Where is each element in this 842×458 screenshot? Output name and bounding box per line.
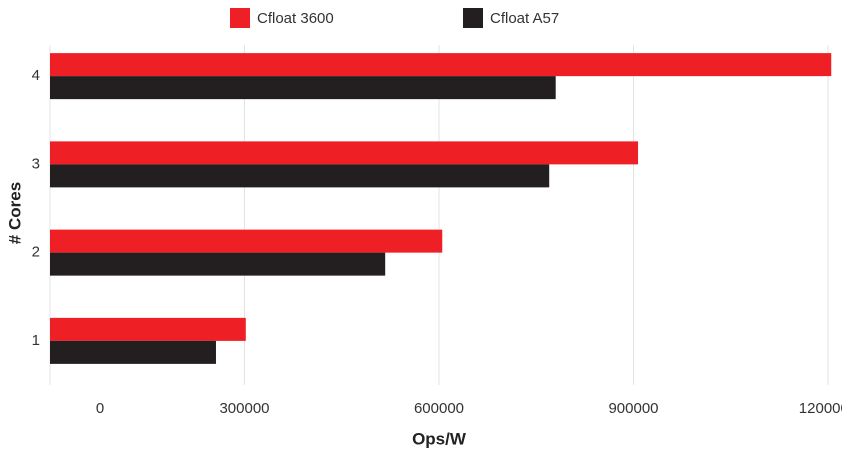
x-tick-label: 900000 xyxy=(608,400,658,417)
bar xyxy=(50,53,832,77)
bar xyxy=(50,317,246,341)
bar xyxy=(50,229,443,253)
bar xyxy=(50,252,386,276)
legend-label: Cfloat 3600 xyxy=(257,10,334,27)
y-tick-label: 2 xyxy=(32,244,40,261)
legend-swatch xyxy=(463,8,483,28)
x-tick-label: 300000 xyxy=(219,400,269,417)
legend-label: Cfloat A57 xyxy=(490,10,559,27)
x-tick-label: 1200000 xyxy=(799,400,842,417)
bar xyxy=(50,164,550,188)
bar xyxy=(50,340,216,364)
legend-swatch xyxy=(230,8,250,28)
x-axis-title: Ops/W xyxy=(412,429,467,448)
bar xyxy=(50,76,556,100)
x-tick-label: 600000 xyxy=(414,400,464,417)
y-axis-title: # Cores xyxy=(5,182,24,244)
y-tick-label: 3 xyxy=(32,155,40,172)
x-tick-label: 0 xyxy=(96,400,104,417)
y-tick-label: 4 xyxy=(32,67,40,84)
bar xyxy=(50,141,639,165)
y-tick-label: 1 xyxy=(32,332,40,349)
